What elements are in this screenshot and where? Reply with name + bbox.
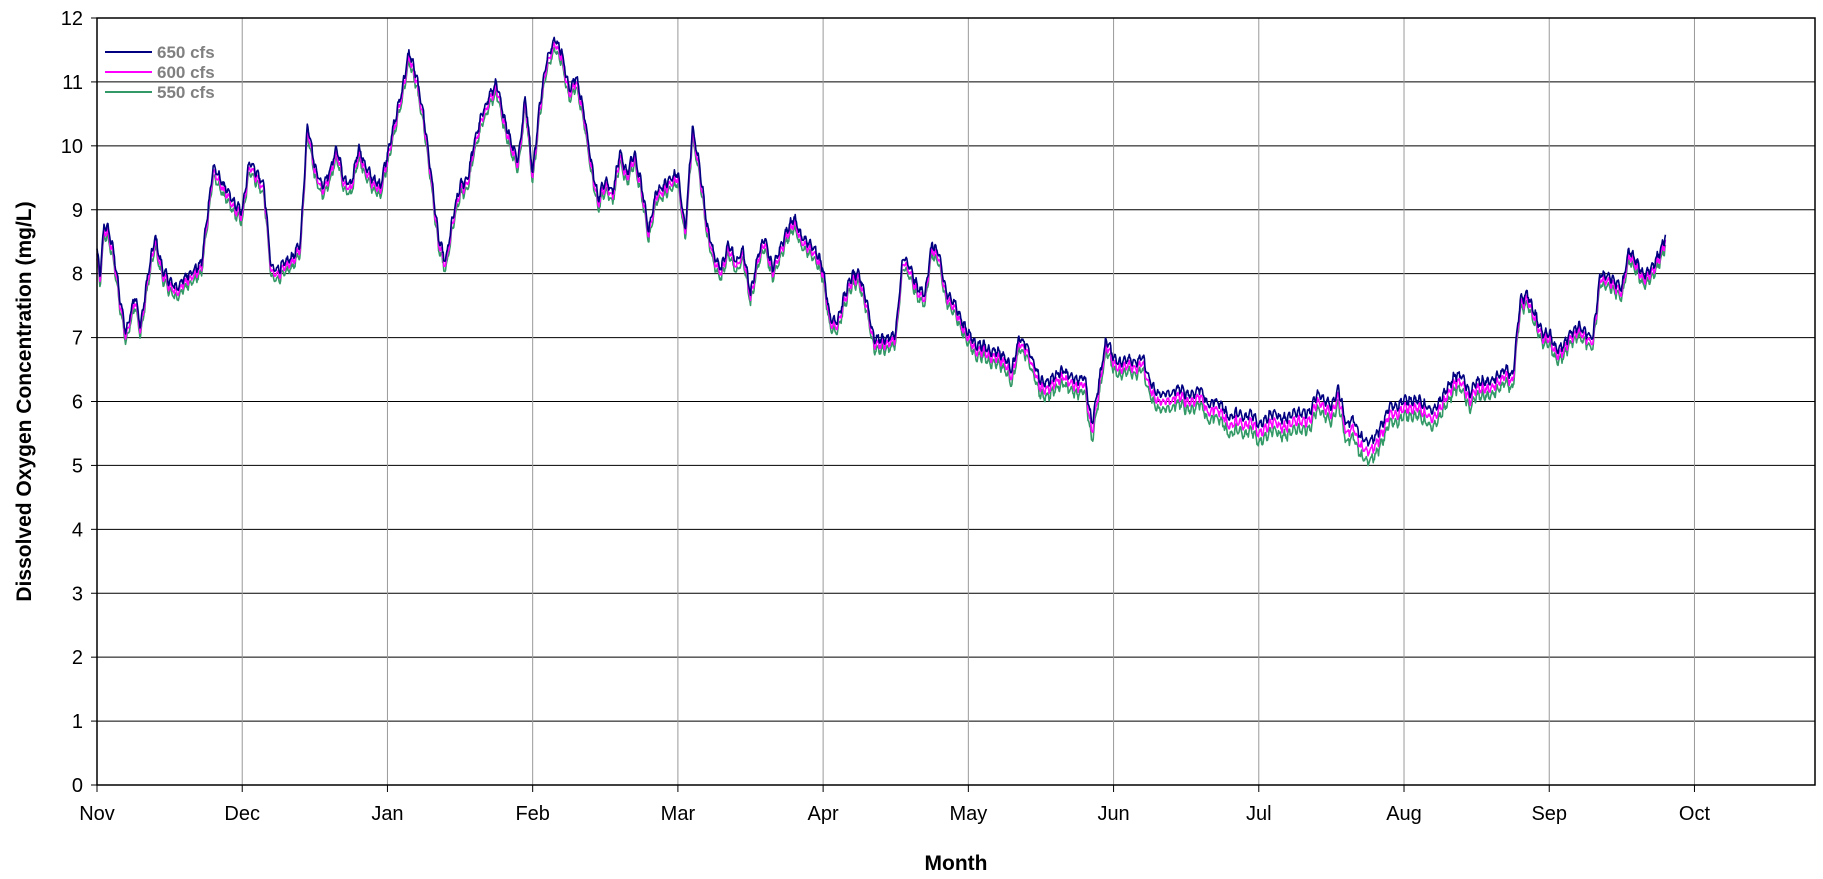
- x-tick-label: Oct: [1679, 803, 1711, 825]
- x-tick-label: Jun: [1097, 803, 1129, 825]
- y-tick-label: 10: [61, 136, 83, 158]
- x-tick-label: Aug: [1386, 803, 1422, 825]
- y-tick-label: 11: [62, 72, 83, 94]
- y-tick-label: 7: [72, 328, 83, 350]
- x-tick-label: Feb: [515, 803, 549, 825]
- x-tick-label: Jan: [371, 803, 403, 825]
- x-axis-title: Month: [925, 852, 988, 875]
- y-tick-label: 5: [72, 455, 83, 477]
- series-line-650-cfs: [96, 36, 1667, 447]
- y-tick-label: 3: [72, 583, 83, 605]
- x-tick-label: Mar: [661, 803, 696, 825]
- x-tick-label: Jul: [1246, 803, 1272, 825]
- x-tick-label: Apr: [808, 803, 839, 825]
- y-tick-label: 12: [61, 8, 83, 30]
- legend-label: 550 cfs: [157, 83, 215, 102]
- y-tick-label: 8: [72, 264, 83, 286]
- legend-label: 650 cfs: [157, 43, 215, 62]
- y-tick-label: 6: [72, 392, 83, 414]
- y-tick-label: 2: [72, 647, 83, 669]
- grid-lines: [97, 17, 1815, 786]
- series-line-600-cfs: [96, 41, 1667, 457]
- y-tick-label: 9: [72, 200, 83, 222]
- y-tick-label: 1: [72, 711, 83, 733]
- y-tick-label: 4: [72, 519, 83, 541]
- x-tick-labels: Nov Dec Jan Feb Mar Apr May Jun Jul Aug Sep Oct: [79, 785, 1710, 825]
- series-line-550-cfs: [96, 46, 1667, 467]
- y-tick-label: 0: [72, 775, 83, 797]
- x-tick-label: Nov: [79, 803, 115, 825]
- x-tick-label: Dec: [224, 803, 260, 825]
- legend-label: 600 cfs: [157, 63, 215, 82]
- y-axis-title: Dissolved Oxygen Concentration (mg/L): [13, 201, 36, 601]
- x-tick-label: Sep: [1531, 803, 1567, 825]
- series-lines: [96, 36, 1667, 467]
- x-tick-label: May: [949, 803, 987, 825]
